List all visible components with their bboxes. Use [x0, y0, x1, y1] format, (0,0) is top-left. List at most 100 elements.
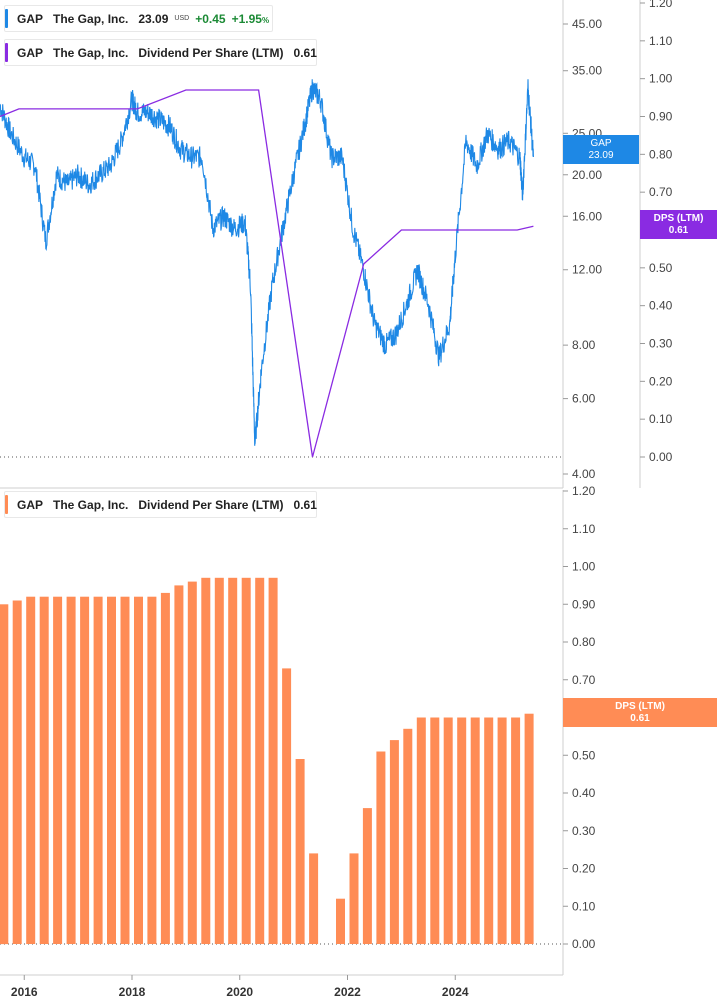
top-left-tick-label: 6.00 [572, 392, 596, 406]
dps-bar [416, 717, 426, 944]
dps-bottom-legend-value: 0.61 [293, 497, 317, 512]
dps-bar [80, 596, 90, 944]
dps-bar [241, 577, 251, 944]
top-left-tick-label: 20.00 [572, 168, 602, 182]
price-legend-name: The Gap, Inc. [53, 11, 129, 26]
price-legend-ticker: GAP [17, 11, 44, 26]
dps-bar [349, 853, 359, 944]
dps-bar [470, 717, 480, 944]
top-right-tick-label: 0.10 [649, 412, 673, 426]
price-legend-swatch [5, 9, 8, 28]
dps-bar [66, 596, 76, 944]
x-tick-label: 2020 [226, 985, 253, 999]
dps-top-legend: GAP The Gap, Inc. Dividend Per Share (LT… [4, 39, 317, 66]
dps-bottom-axis-tag-value: 0.61 [630, 713, 650, 724]
top-right-tick-label: 0.50 [649, 261, 673, 275]
price-series-line [0, 79, 534, 446]
dps-bar [524, 713, 534, 944]
top-right-tick-label: 0.90 [649, 110, 673, 124]
dps-bottom-legend-name: The Gap, Inc. [53, 497, 129, 512]
dps-top-axis-tag: DPS (LTM) 0.61 [640, 210, 717, 239]
top-right-tick-label: 0.80 [649, 147, 673, 161]
dps-bar [93, 596, 103, 944]
dps-bottom-legend-metric: Dividend Per Share (LTM) [138, 497, 284, 512]
dps-bar [497, 717, 507, 944]
top-left-tick-label: 16.00 [572, 209, 602, 223]
bottom-tick-label: 0.80 [572, 635, 596, 649]
dps-bar [120, 596, 130, 944]
dps-bar [26, 596, 36, 944]
dps-bottom-axis-tag-label: DPS (LTM) [615, 701, 665, 712]
dps-bottom-legend: GAP The Gap, Inc. Dividend Per Share (LT… [4, 491, 317, 518]
dps-top-axis-tag-label: DPS (LTM) [653, 213, 704, 224]
bottom-tick-label: 0.90 [572, 597, 596, 611]
dps-bar [336, 898, 345, 944]
bottom-tick-label: 0.30 [572, 824, 596, 838]
dps-bar [0, 604, 9, 945]
dps-top-legend-name: The Gap, Inc. [53, 45, 129, 60]
top-right-tick-label: 0.00 [649, 450, 673, 464]
top-right-tick-label: 1.20 [649, 0, 673, 10]
bottom-tick-label: 1.20 [572, 484, 596, 498]
dps-bar [376, 751, 386, 944]
dps-bar [255, 577, 265, 944]
dps-bar [389, 740, 399, 944]
bottom-tick-label: 0.00 [572, 937, 596, 951]
dps-bar [403, 728, 413, 944]
price-legend: GAP The Gap, Inc. 23.09 USD +0.45 +1.95% [4, 5, 273, 32]
x-tick-label: 2018 [119, 985, 146, 999]
top-left-tick-label: 8.00 [572, 338, 596, 352]
top-left-tick-label: 12.00 [572, 263, 602, 277]
x-tick-label: 2016 [11, 985, 38, 999]
top-right-tick-label: 0.70 [649, 185, 673, 199]
dps-bar [107, 596, 116, 944]
bottom-tick-label: 0.10 [572, 899, 596, 913]
dps-series-line [0, 89, 534, 458]
dps-bar [309, 853, 319, 944]
dps-bar [268, 577, 278, 944]
dps-bar [282, 668, 292, 944]
dps-top-legend-swatch [5, 43, 8, 62]
dps-bar [484, 717, 494, 944]
top-right-tick-label: 0.40 [649, 299, 673, 313]
dps-top-legend-metric: Dividend Per Share (LTM) [138, 45, 284, 60]
dps-bar [362, 808, 372, 944]
dps-bottom-legend-swatch [5, 495, 8, 514]
dps-top-legend-ticker: GAP [17, 45, 44, 60]
x-tick-label: 2022 [334, 985, 361, 999]
price-axis-tag: GAP 23.09 [563, 135, 639, 164]
dps-bar [187, 581, 197, 944]
top-right-tick-label: 0.30 [649, 337, 673, 351]
dps-bar [511, 717, 521, 944]
bottom-tick-label: 1.00 [572, 560, 596, 574]
dps-bar [134, 596, 143, 944]
bottom-tick-label: 0.20 [572, 862, 596, 876]
dps-bar [443, 717, 453, 944]
price-legend-change: +0.45 [195, 11, 226, 26]
bottom-tick-label: 1.10 [572, 522, 596, 536]
dps-top-legend-value: 0.61 [293, 45, 317, 60]
dps-top-axis-tag-value: 0.61 [668, 225, 689, 236]
dps-bar [430, 717, 440, 944]
dps-bar [295, 759, 305, 944]
dps-bar [39, 596, 49, 944]
price-legend-currency: USD [174, 15, 190, 22]
top-left-tick-label: 45.00 [572, 17, 602, 31]
dps-bar [201, 577, 211, 944]
x-tick-label: 2024 [442, 985, 469, 999]
top-right-tick-label: 1.10 [649, 34, 673, 48]
price-axis-tag-value: 23.09 [588, 150, 614, 161]
dps-bar [174, 585, 184, 944]
bottom-tick-label: 0.50 [572, 748, 596, 762]
top-right-tick-label: 1.00 [649, 72, 673, 86]
bottom-tick-label: 0.40 [572, 786, 596, 800]
price-legend-change-pct: +1.95% [231, 11, 270, 26]
price-legend-value: 23.09 [138, 11, 169, 26]
dps-bar [53, 596, 63, 944]
top-left-tick-label: 35.00 [572, 64, 602, 78]
bottom-tick-label: 0.70 [572, 673, 596, 687]
top-left-tick-label: 4.00 [572, 467, 596, 481]
dps-bar [457, 717, 467, 944]
dps-bar [228, 577, 238, 944]
